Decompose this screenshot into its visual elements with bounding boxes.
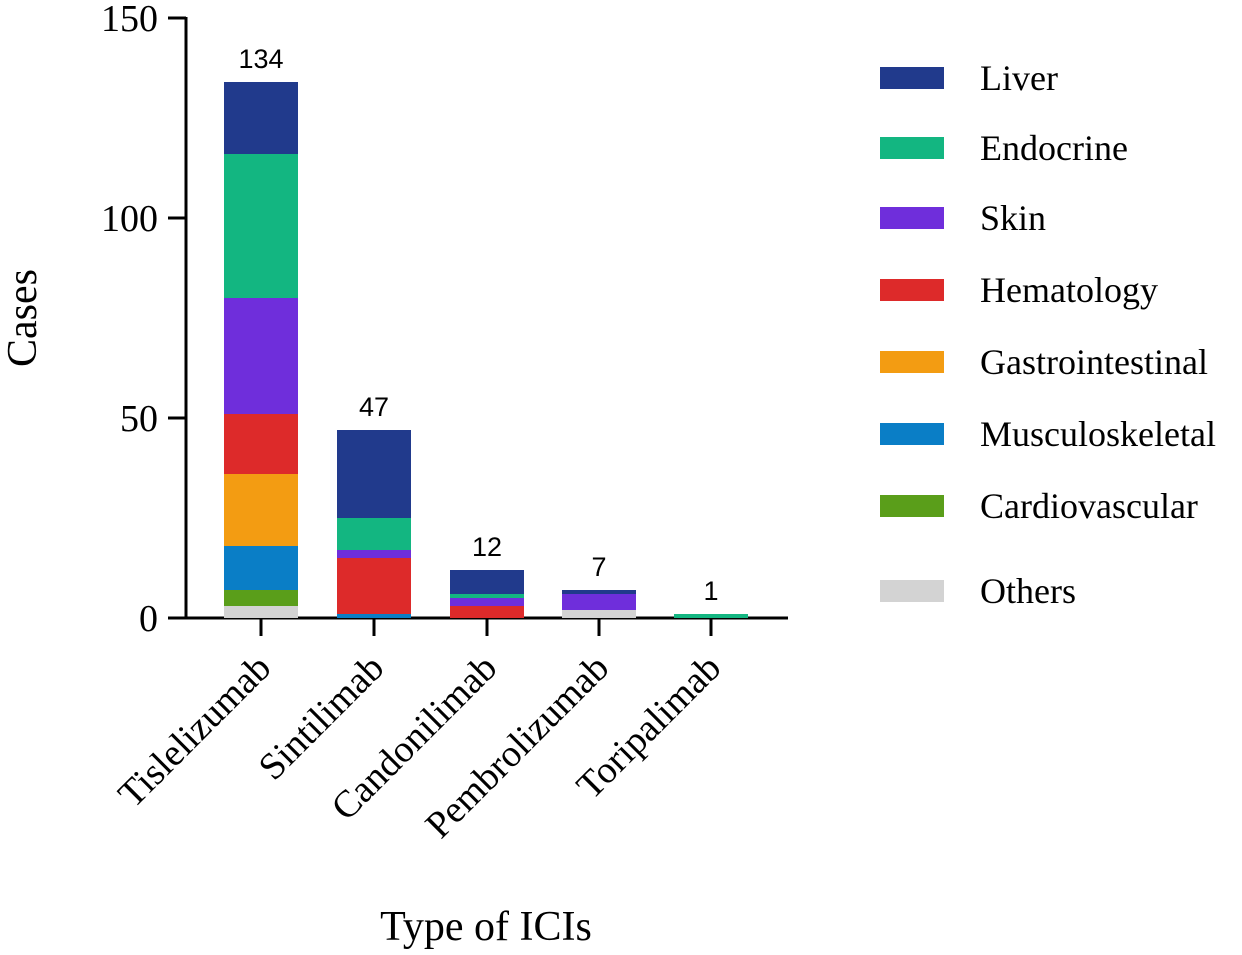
total-label-candonilimab: 12: [472, 532, 502, 562]
bar-pembrolizumab-liver: [562, 590, 636, 594]
bar-sintilimab-musculoskeletal: [337, 614, 411, 618]
legend-swatch-musculoskeletal: [880, 423, 944, 445]
bar-pembrolizumab-others: [562, 610, 636, 618]
y-axis-label: Cases: [0, 269, 46, 367]
legend-label-skin: Skin: [980, 198, 1046, 238]
bars: [224, 82, 748, 618]
bar-tislelizumab-others: [224, 606, 298, 618]
total-label-sintilimab: 47: [359, 392, 389, 422]
bar-sintilimab-skin: [337, 550, 411, 558]
legend-label-cardiovascular: Cardiovascular: [980, 486, 1198, 526]
legend-swatch-skin: [880, 207, 944, 229]
bar-candonilimab-skin: [450, 598, 524, 606]
total-label-toripalimab: 1: [703, 576, 718, 606]
bar-sintilimab-hematology: [337, 558, 411, 614]
bar-tislelizumab-endocrine: [224, 154, 298, 298]
x-axis-label: Type of ICIs: [380, 904, 592, 950]
total-label-pembrolizumab: 7: [591, 552, 606, 582]
legend-swatch-gastrointestinal: [880, 351, 944, 373]
legend-swatch-cardiovascular: [880, 495, 944, 517]
y-tick-label-50: 50: [120, 398, 158, 440]
bar-candonilimab-liver: [450, 570, 524, 594]
y-tick-label-100: 100: [101, 198, 158, 240]
bar-tislelizumab-musculoskeletal: [224, 546, 298, 590]
bar-sintilimab-liver: [337, 430, 411, 518]
axes: 050100150TislelizumabSintilimabCandonili…: [101, 0, 788, 847]
legend-label-hematology: Hematology: [980, 270, 1158, 310]
legend-swatch-liver: [880, 67, 944, 89]
legend-label-liver: Liver: [980, 58, 1058, 98]
legend-label-musculoskeletal: Musculoskeletal: [980, 414, 1216, 454]
legend-swatch-endocrine: [880, 137, 944, 159]
bar-tislelizumab-hematology: [224, 414, 298, 474]
bar-candonilimab-endocrine: [450, 594, 524, 598]
bar-tislelizumab-liver: [224, 82, 298, 154]
legend-swatch-others: [880, 580, 944, 602]
bar-toripalimab-endocrine: [674, 614, 748, 618]
labels: 134 47 12 7 1: [238, 44, 718, 606]
bar-tislelizumab-skin: [224, 298, 298, 414]
bar-pembrolizumab-skin: [562, 594, 636, 610]
total-label-tislelizumab: 134: [238, 44, 283, 74]
legend-label-gastrointestinal: Gastrointestinal: [980, 342, 1208, 382]
bar-tislelizumab-gastrointestinal: [224, 474, 298, 546]
legend-label-endocrine: Endocrine: [980, 128, 1128, 168]
bar-candonilimab-hematology: [450, 606, 524, 618]
bar-sintilimab-endocrine: [337, 518, 411, 550]
x-tick-label-tislelizumab: Tislelizumab: [110, 647, 279, 816]
legend-label-others: Others: [980, 571, 1076, 611]
legend-swatch-hematology: [880, 279, 944, 301]
legend: Liver Endocrine Skin Hematology Gastrointest…: [880, 58, 1216, 611]
y-tick-label-0: 0: [139, 598, 158, 640]
bar-tislelizumab-cardiovascular: [224, 590, 298, 606]
y-tick-label-150: 150: [101, 0, 158, 40]
